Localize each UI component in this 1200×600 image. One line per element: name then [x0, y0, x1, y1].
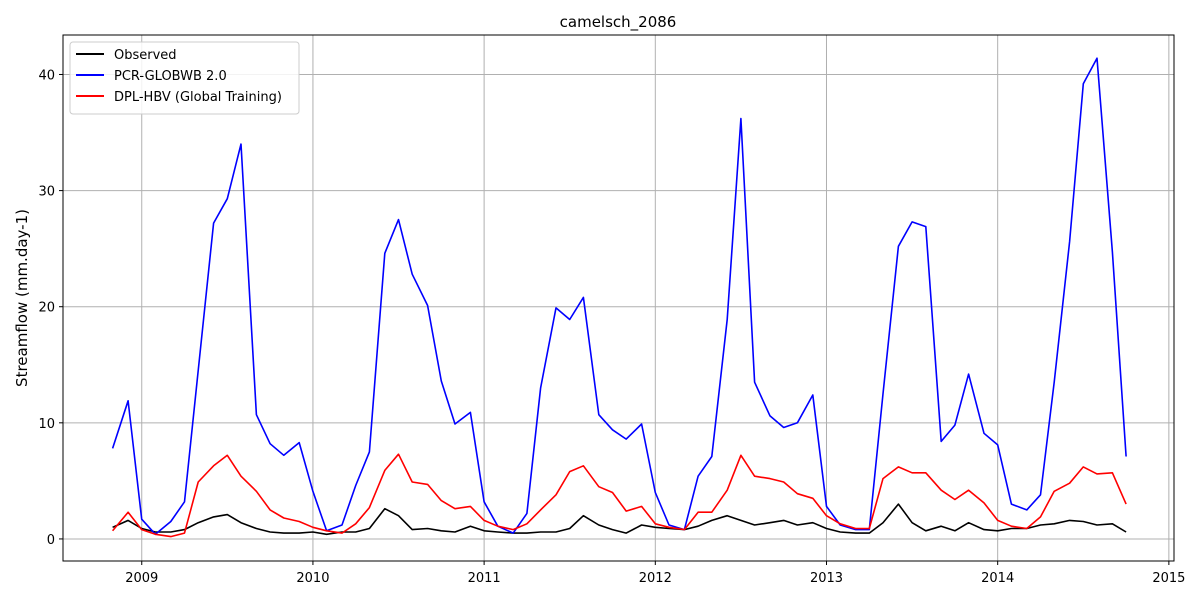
- x-tick-label: 2011: [468, 571, 501, 586]
- x-tick-label: 2009: [125, 571, 158, 586]
- chart-title: camelsch_2086: [560, 13, 677, 32]
- series-line-2: [111, 453, 1127, 538]
- x-tick-label: 2013: [810, 571, 843, 586]
- legend-label: DPL-HBV (Global Training): [114, 90, 282, 105]
- y-axis-label: Streamflow (mm.day-1): [13, 209, 31, 387]
- plot-frame: [62, 34, 1175, 562]
- y-tick-label: 30: [38, 185, 55, 200]
- legend-box: [69, 41, 300, 115]
- axis-ticks: 2009 2010 2011 2012 2013 2014 2015 0 10 20 30 40: [38, 68, 1185, 586]
- y-tick-label: 20: [38, 301, 55, 316]
- series-line-0: [112, 503, 1127, 536]
- x-tick-label: 2014: [981, 571, 1014, 586]
- x-tick-label: 2010: [296, 571, 329, 586]
- y-tick-label: 10: [38, 417, 55, 432]
- series-lines: [111, 57, 1127, 538]
- legend-label: PCR-GLOBWB 2.0: [114, 69, 227, 84]
- legend: Observed PCR-GLOBWB 2.0 DPL-HBV (Global Tr…: [69, 41, 300, 115]
- x-tick-label: 2012: [639, 571, 672, 586]
- series-line-1: [111, 57, 1127, 536]
- y-tick-label: 40: [38, 68, 55, 83]
- y-tick-label: 0: [47, 533, 55, 548]
- legend-label: Observed: [114, 48, 177, 63]
- x-tick-label: 2015: [1152, 571, 1185, 586]
